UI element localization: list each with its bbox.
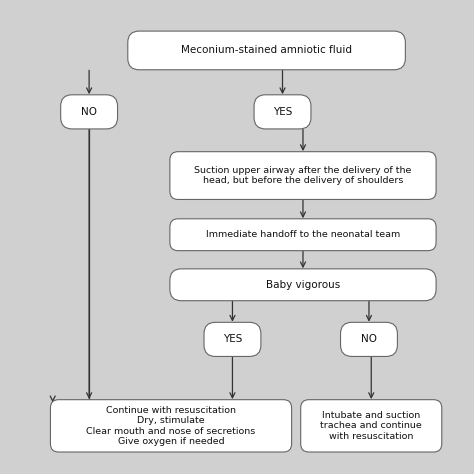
Text: Meconium-stained amniotic fluid: Meconium-stained amniotic fluid <box>181 46 352 55</box>
FancyBboxPatch shape <box>301 400 442 452</box>
FancyBboxPatch shape <box>204 322 261 356</box>
FancyBboxPatch shape <box>170 219 436 251</box>
Text: Continue with resuscitation
Dry, stimulate
Clear mouth and nose of secretions
Gi: Continue with resuscitation Dry, stimula… <box>86 406 255 446</box>
Text: Baby vigorous: Baby vigorous <box>266 280 340 290</box>
Text: YES: YES <box>223 334 242 345</box>
Text: YES: YES <box>273 107 292 117</box>
Text: Immediate handoff to the neonatal team: Immediate handoff to the neonatal team <box>206 230 400 239</box>
Text: Intubate and suction
trachea and continue
with resuscitation: Intubate and suction trachea and continu… <box>320 411 422 441</box>
FancyBboxPatch shape <box>254 95 311 129</box>
FancyBboxPatch shape <box>170 269 436 301</box>
FancyBboxPatch shape <box>61 95 118 129</box>
FancyBboxPatch shape <box>128 31 405 70</box>
Text: NO: NO <box>81 107 97 117</box>
FancyBboxPatch shape <box>340 322 397 356</box>
Text: NO: NO <box>361 334 377 345</box>
Text: Suction upper airway after the delivery of the
head, but before the delivery of : Suction upper airway after the delivery … <box>194 166 411 185</box>
FancyBboxPatch shape <box>170 152 436 200</box>
FancyBboxPatch shape <box>50 400 292 452</box>
